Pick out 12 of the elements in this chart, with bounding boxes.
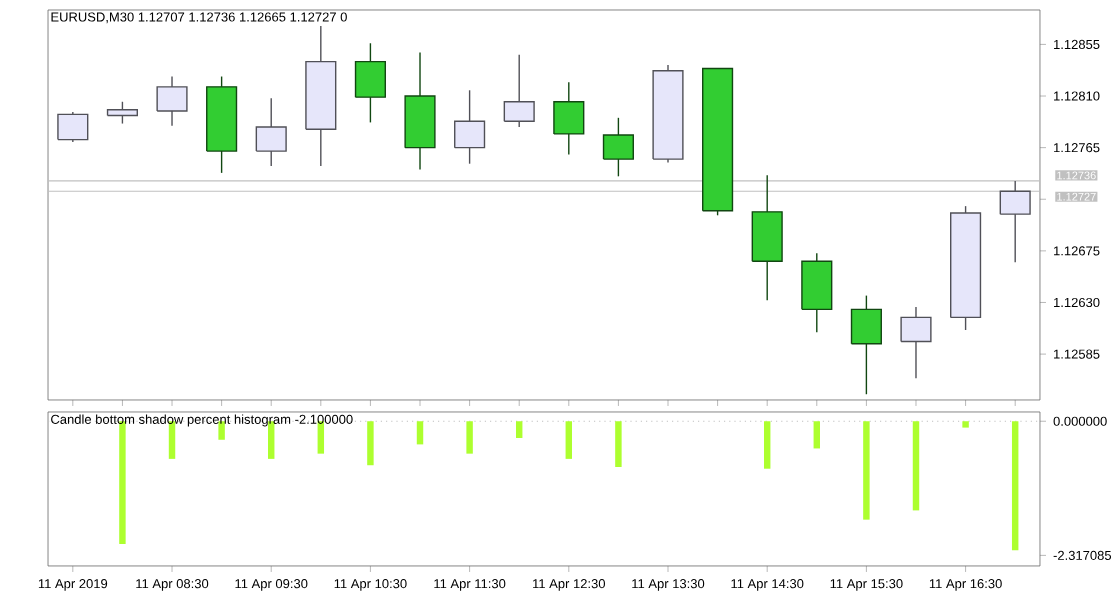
candlestick	[454, 89, 486, 165]
candlestick	[503, 54, 535, 128]
candlestick	[156, 75, 188, 127]
candlestick	[354, 42, 386, 124]
candlestick	[602, 117, 634, 178]
candlestick	[850, 294, 882, 395]
candlestick	[553, 81, 585, 156]
candlestick	[255, 97, 287, 167]
candlestick	[106, 101, 138, 125]
candlestick	[57, 111, 89, 143]
candlestick	[999, 180, 1031, 264]
candlestick	[900, 306, 932, 379]
